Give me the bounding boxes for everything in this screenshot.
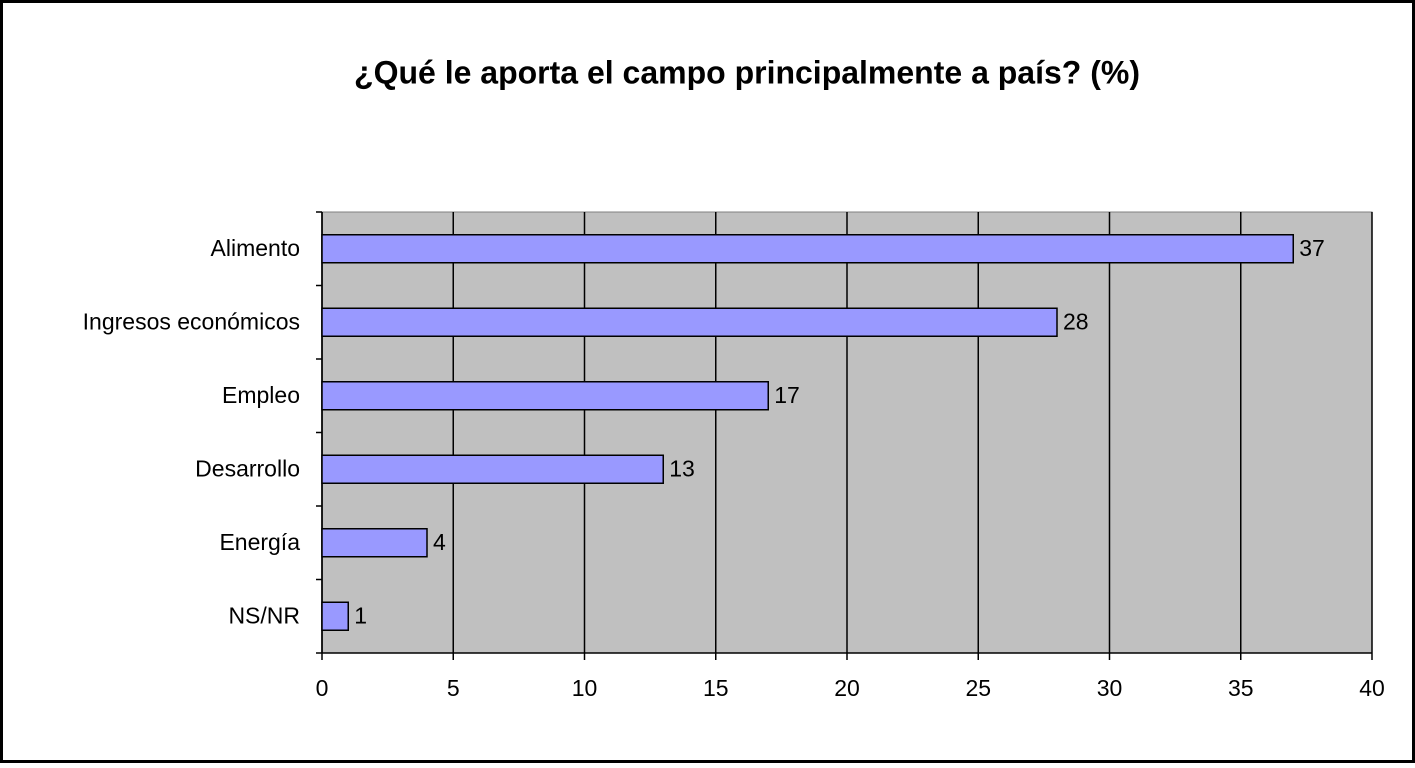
x-tick-label: 25 bbox=[965, 675, 991, 701]
bar bbox=[321, 528, 428, 558]
y-tick-label: Empleo bbox=[222, 382, 300, 408]
bar bbox=[321, 234, 1294, 264]
bar bbox=[321, 454, 664, 484]
x-tick-label: 40 bbox=[1359, 675, 1385, 701]
y-tick-label: Alimento bbox=[211, 235, 300, 261]
data-label: 13 bbox=[669, 455, 695, 481]
bar bbox=[321, 307, 1058, 337]
data-label: 37 bbox=[1299, 235, 1325, 261]
data-label: 28 bbox=[1063, 308, 1089, 334]
x-tick-label: 5 bbox=[447, 675, 460, 701]
bar bbox=[321, 601, 349, 631]
x-tick-label: 20 bbox=[834, 675, 860, 701]
y-tick-label: Desarrollo bbox=[195, 455, 300, 481]
y-tick-label: Energía bbox=[219, 529, 300, 555]
y-tick-label: NS/NR bbox=[228, 602, 300, 628]
x-tick-label: 0 bbox=[316, 675, 329, 701]
x-tick-label: 10 bbox=[572, 675, 598, 701]
x-tick-label: 15 bbox=[703, 675, 729, 701]
y-tick-label: Ingresos económicos bbox=[83, 308, 300, 334]
chart-title: ¿Qué le aporta el campo principalmente a… bbox=[354, 54, 1140, 90]
x-tick-label: 35 bbox=[1228, 675, 1254, 701]
bar bbox=[321, 381, 769, 411]
data-label: 17 bbox=[774, 382, 800, 408]
data-label: 1 bbox=[354, 602, 367, 628]
data-label: 4 bbox=[433, 529, 446, 555]
x-tick-label: 30 bbox=[1097, 675, 1123, 701]
